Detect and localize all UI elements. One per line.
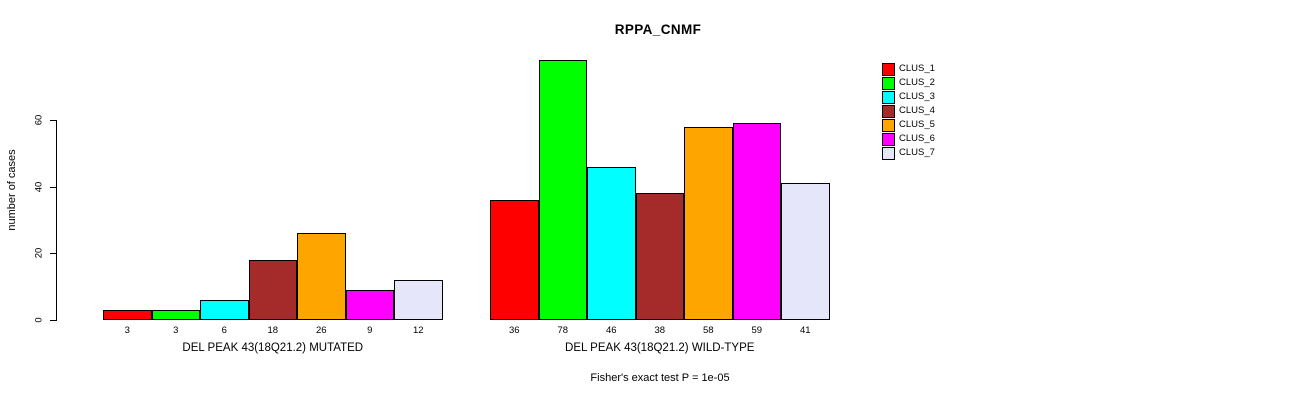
bar-clus_5-mutated: [297, 233, 346, 320]
bar-value-label: 41: [799, 325, 811, 336]
y-tick-label: 60: [33, 114, 45, 126]
legend-item-clus_5: CLUS_5: [882, 118, 935, 132]
legend-swatch-icon: [882, 62, 895, 76]
bar-clus_1-wild-type: [490, 200, 539, 320]
legend-item-clus_3: CLUS_3: [882, 90, 935, 104]
bar-clus_7-mutated: [394, 280, 443, 320]
legend-swatch-icon: [882, 104, 895, 118]
legend-swatch-icon: [882, 76, 895, 90]
legend-label: CLUS_3: [899, 91, 935, 102]
legend: CLUS_1 CLUS_2 CLUS_3 CLUS_4 CLUS_5 CLUS_6 CLUS…: [882, 62, 935, 160]
bar-value-label: 3: [124, 325, 130, 336]
bar-value-label: 36: [508, 325, 520, 336]
bar-value-label: 26: [315, 325, 327, 336]
bar-clus_5-wild-type: [684, 126, 733, 320]
group-label-wild-type: DEL PEAK 43(18Q21.2) WILD-TYPE: [565, 342, 755, 354]
bar-clus_3-mutated: [200, 300, 249, 320]
y-tick-label: 0: [33, 317, 45, 323]
bar-clus_7-wild-type: [781, 183, 830, 320]
legend-swatch-icon: [882, 118, 895, 132]
y-tick: [50, 253, 57, 255]
bar-clus_2-mutated: [151, 310, 200, 320]
fisher-test-annotation: Fisher's exact test P = 1e-05: [590, 372, 730, 384]
bar-value-label: 6: [221, 325, 227, 336]
legend-swatch-icon: [882, 132, 895, 146]
legend-swatch-icon: [882, 146, 895, 160]
y-tick: [50, 120, 57, 121]
group-label-mutated: DEL PEAK 43(18Q21.2) MUTATED: [182, 342, 364, 354]
y-axis-line: [56, 120, 57, 321]
y-axis-label: number of cases: [6, 149, 18, 231]
bar-clus_3-wild-type: [587, 166, 636, 320]
chart-title: RPPA_CNMF: [614, 22, 702, 37]
bar-value-label: 9: [367, 325, 373, 336]
bar-value-label: 38: [654, 325, 666, 336]
legend-label: CLUS_2: [899, 77, 935, 88]
bar-clus_6-mutated: [345, 290, 394, 320]
bar-value-label: 46: [605, 325, 617, 336]
legend-item-clus_4: CLUS_4: [882, 104, 935, 118]
legend-label: CLUS_4: [899, 105, 935, 116]
bar-clus_2-wild-type: [538, 60, 587, 320]
bar-value-label: 59: [751, 325, 763, 336]
legend-label: CLUS_6: [899, 133, 935, 144]
legend-item-clus_1: CLUS_1: [882, 62, 935, 76]
legend-label: CLUS_1: [899, 63, 935, 74]
y-tick: [50, 186, 57, 188]
bar-clus_4-wild-type: [635, 193, 684, 320]
bar-value-label: 18: [267, 325, 279, 336]
bar-value-label: 12: [412, 325, 424, 336]
legend-swatch-icon: [882, 90, 895, 104]
y-tick-label: 20: [33, 248, 45, 259]
y-tick-label: 40: [33, 181, 45, 192]
bar-value-label: 3: [173, 325, 179, 336]
legend-item-clus_6: CLUS_6: [882, 132, 935, 146]
bar-value-label: 58: [702, 325, 714, 336]
legend-label: CLUS_7: [899, 147, 935, 158]
legend-item-clus_2: CLUS_2: [882, 76, 935, 90]
bar-clus_4-mutated: [248, 260, 297, 320]
y-tick: [50, 320, 57, 321]
bar-value-label: 78: [557, 325, 569, 336]
bar-clus_6-wild-type: [732, 123, 781, 320]
bar-clus_1-mutated: [103, 310, 152, 320]
legend-label: CLUS_5: [899, 119, 935, 130]
legend-item-clus_7: CLUS_7: [882, 146, 935, 160]
